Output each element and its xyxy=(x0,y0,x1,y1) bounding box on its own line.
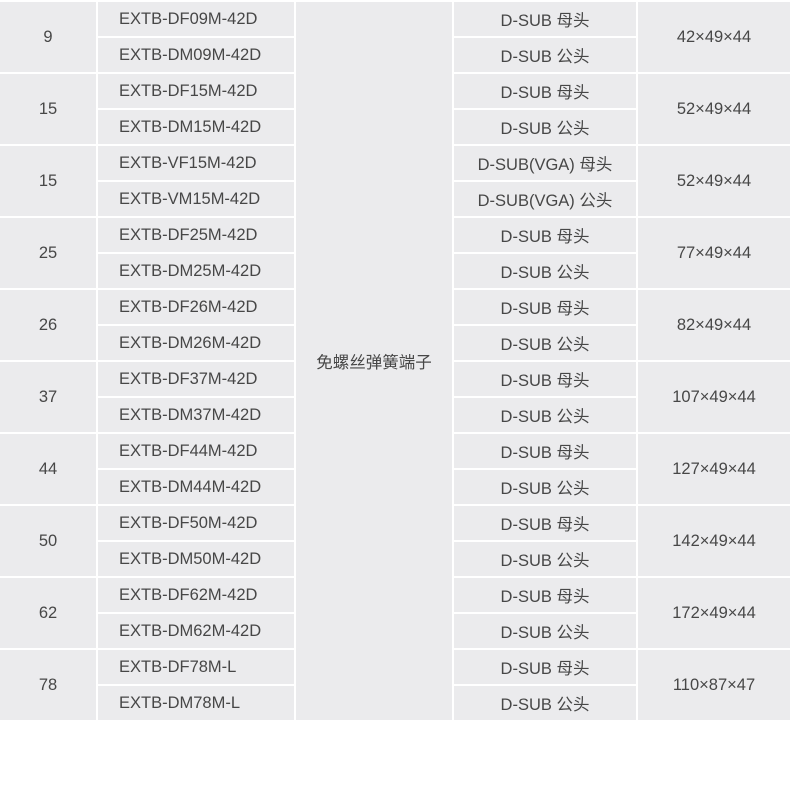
connector-cell: D-SUB 公头 xyxy=(454,398,636,432)
dimensions-cell: 142×49×44 xyxy=(638,506,790,576)
model-cell: EXTB-DF26M-42D xyxy=(98,290,294,324)
pin-count-cell: 50 xyxy=(0,506,96,576)
connector-cell: D-SUB(VGA) 母头 xyxy=(454,146,636,180)
connector-cell: D-SUB 母头 xyxy=(454,74,636,108)
pin-count-cell: 26 xyxy=(0,290,96,360)
model-cell: EXTB-DM44M-42D xyxy=(98,470,294,504)
connector-cell: D-SUB 母头 xyxy=(454,650,636,684)
dimensions-cell: 82×49×44 xyxy=(638,290,790,360)
model-cell: EXTB-DM78M-L xyxy=(98,686,294,720)
connector-cell: D-SUB(VGA) 公头 xyxy=(454,182,636,216)
connector-cell: D-SUB 母头 xyxy=(454,362,636,396)
model-cell: EXTB-DM25M-42D xyxy=(98,254,294,288)
model-cell: EXTB-DF44M-42D xyxy=(98,434,294,468)
model-cell: EXTB-DM15M-42D xyxy=(98,110,294,144)
model-cell: EXTB-VM15M-42D xyxy=(98,182,294,216)
dimensions-cell: 110×87×47 xyxy=(638,650,790,720)
pin-count-cell: 37 xyxy=(0,362,96,432)
model-cell: EXTB-DF62M-42D xyxy=(98,578,294,612)
dimensions-cell: 107×49×44 xyxy=(638,362,790,432)
pin-count-cell: 78 xyxy=(0,650,96,720)
pin-count-cell: 9 xyxy=(0,2,96,72)
model-cell: EXTB-DM26M-42D xyxy=(98,326,294,360)
connector-cell: D-SUB 母头 xyxy=(454,506,636,540)
model-cell: EXTB-VF15M-42D xyxy=(98,146,294,180)
pin-count-cell: 25 xyxy=(0,218,96,288)
model-cell: EXTB-DM62M-42D xyxy=(98,614,294,648)
dimensions-cell: 52×49×44 xyxy=(638,74,790,144)
dimensions-cell: 52×49×44 xyxy=(638,146,790,216)
terminal-type-cell: 免螺丝弹簧端子 xyxy=(296,2,452,720)
dimensions-cell: 172×49×44 xyxy=(638,578,790,648)
dimensions-cell: 77×49×44 xyxy=(638,218,790,288)
connector-cell: D-SUB 公头 xyxy=(454,38,636,72)
model-cell: EXTB-DF50M-42D xyxy=(98,506,294,540)
pin-count-cell: 15 xyxy=(0,74,96,144)
model-cell: EXTB-DM37M-42D xyxy=(98,398,294,432)
model-cell: EXTB-DF25M-42D xyxy=(98,218,294,252)
connector-cell: D-SUB 公头 xyxy=(454,614,636,648)
connector-cell: D-SUB 公头 xyxy=(454,110,636,144)
model-cell: EXTB-DF37M-42D xyxy=(98,362,294,396)
connector-cell: D-SUB 母头 xyxy=(454,2,636,36)
dimensions-cell: 127×49×44 xyxy=(638,434,790,504)
dimensions-cell: 42×49×44 xyxy=(638,2,790,72)
connector-cell: D-SUB 公头 xyxy=(454,254,636,288)
pin-count-cell: 62 xyxy=(0,578,96,648)
connector-cell: D-SUB 母头 xyxy=(454,218,636,252)
pin-count-cell: 15 xyxy=(0,146,96,216)
product-spec-table: 9 EXTB-DF09M-42D D-SUB 母头 EXTB-DM09M-42D D-S… xyxy=(0,2,790,720)
model-cell: EXTB-DF09M-42D xyxy=(98,2,294,36)
model-cell: EXTB-DM09M-42D xyxy=(98,38,294,72)
connector-cell: D-SUB 公头 xyxy=(454,542,636,576)
model-cell: EXTB-DF78M-L xyxy=(98,650,294,684)
connector-cell: D-SUB 母头 xyxy=(454,290,636,324)
model-cell: EXTB-DF15M-42D xyxy=(98,74,294,108)
connector-cell: D-SUB 公头 xyxy=(454,686,636,720)
connector-cell: D-SUB 公头 xyxy=(454,326,636,360)
connector-cell: D-SUB 公头 xyxy=(454,470,636,504)
connector-cell: D-SUB 母头 xyxy=(454,578,636,612)
connector-cell: D-SUB 母头 xyxy=(454,434,636,468)
model-cell: EXTB-DM50M-42D xyxy=(98,542,294,576)
pin-count-cell: 44 xyxy=(0,434,96,504)
